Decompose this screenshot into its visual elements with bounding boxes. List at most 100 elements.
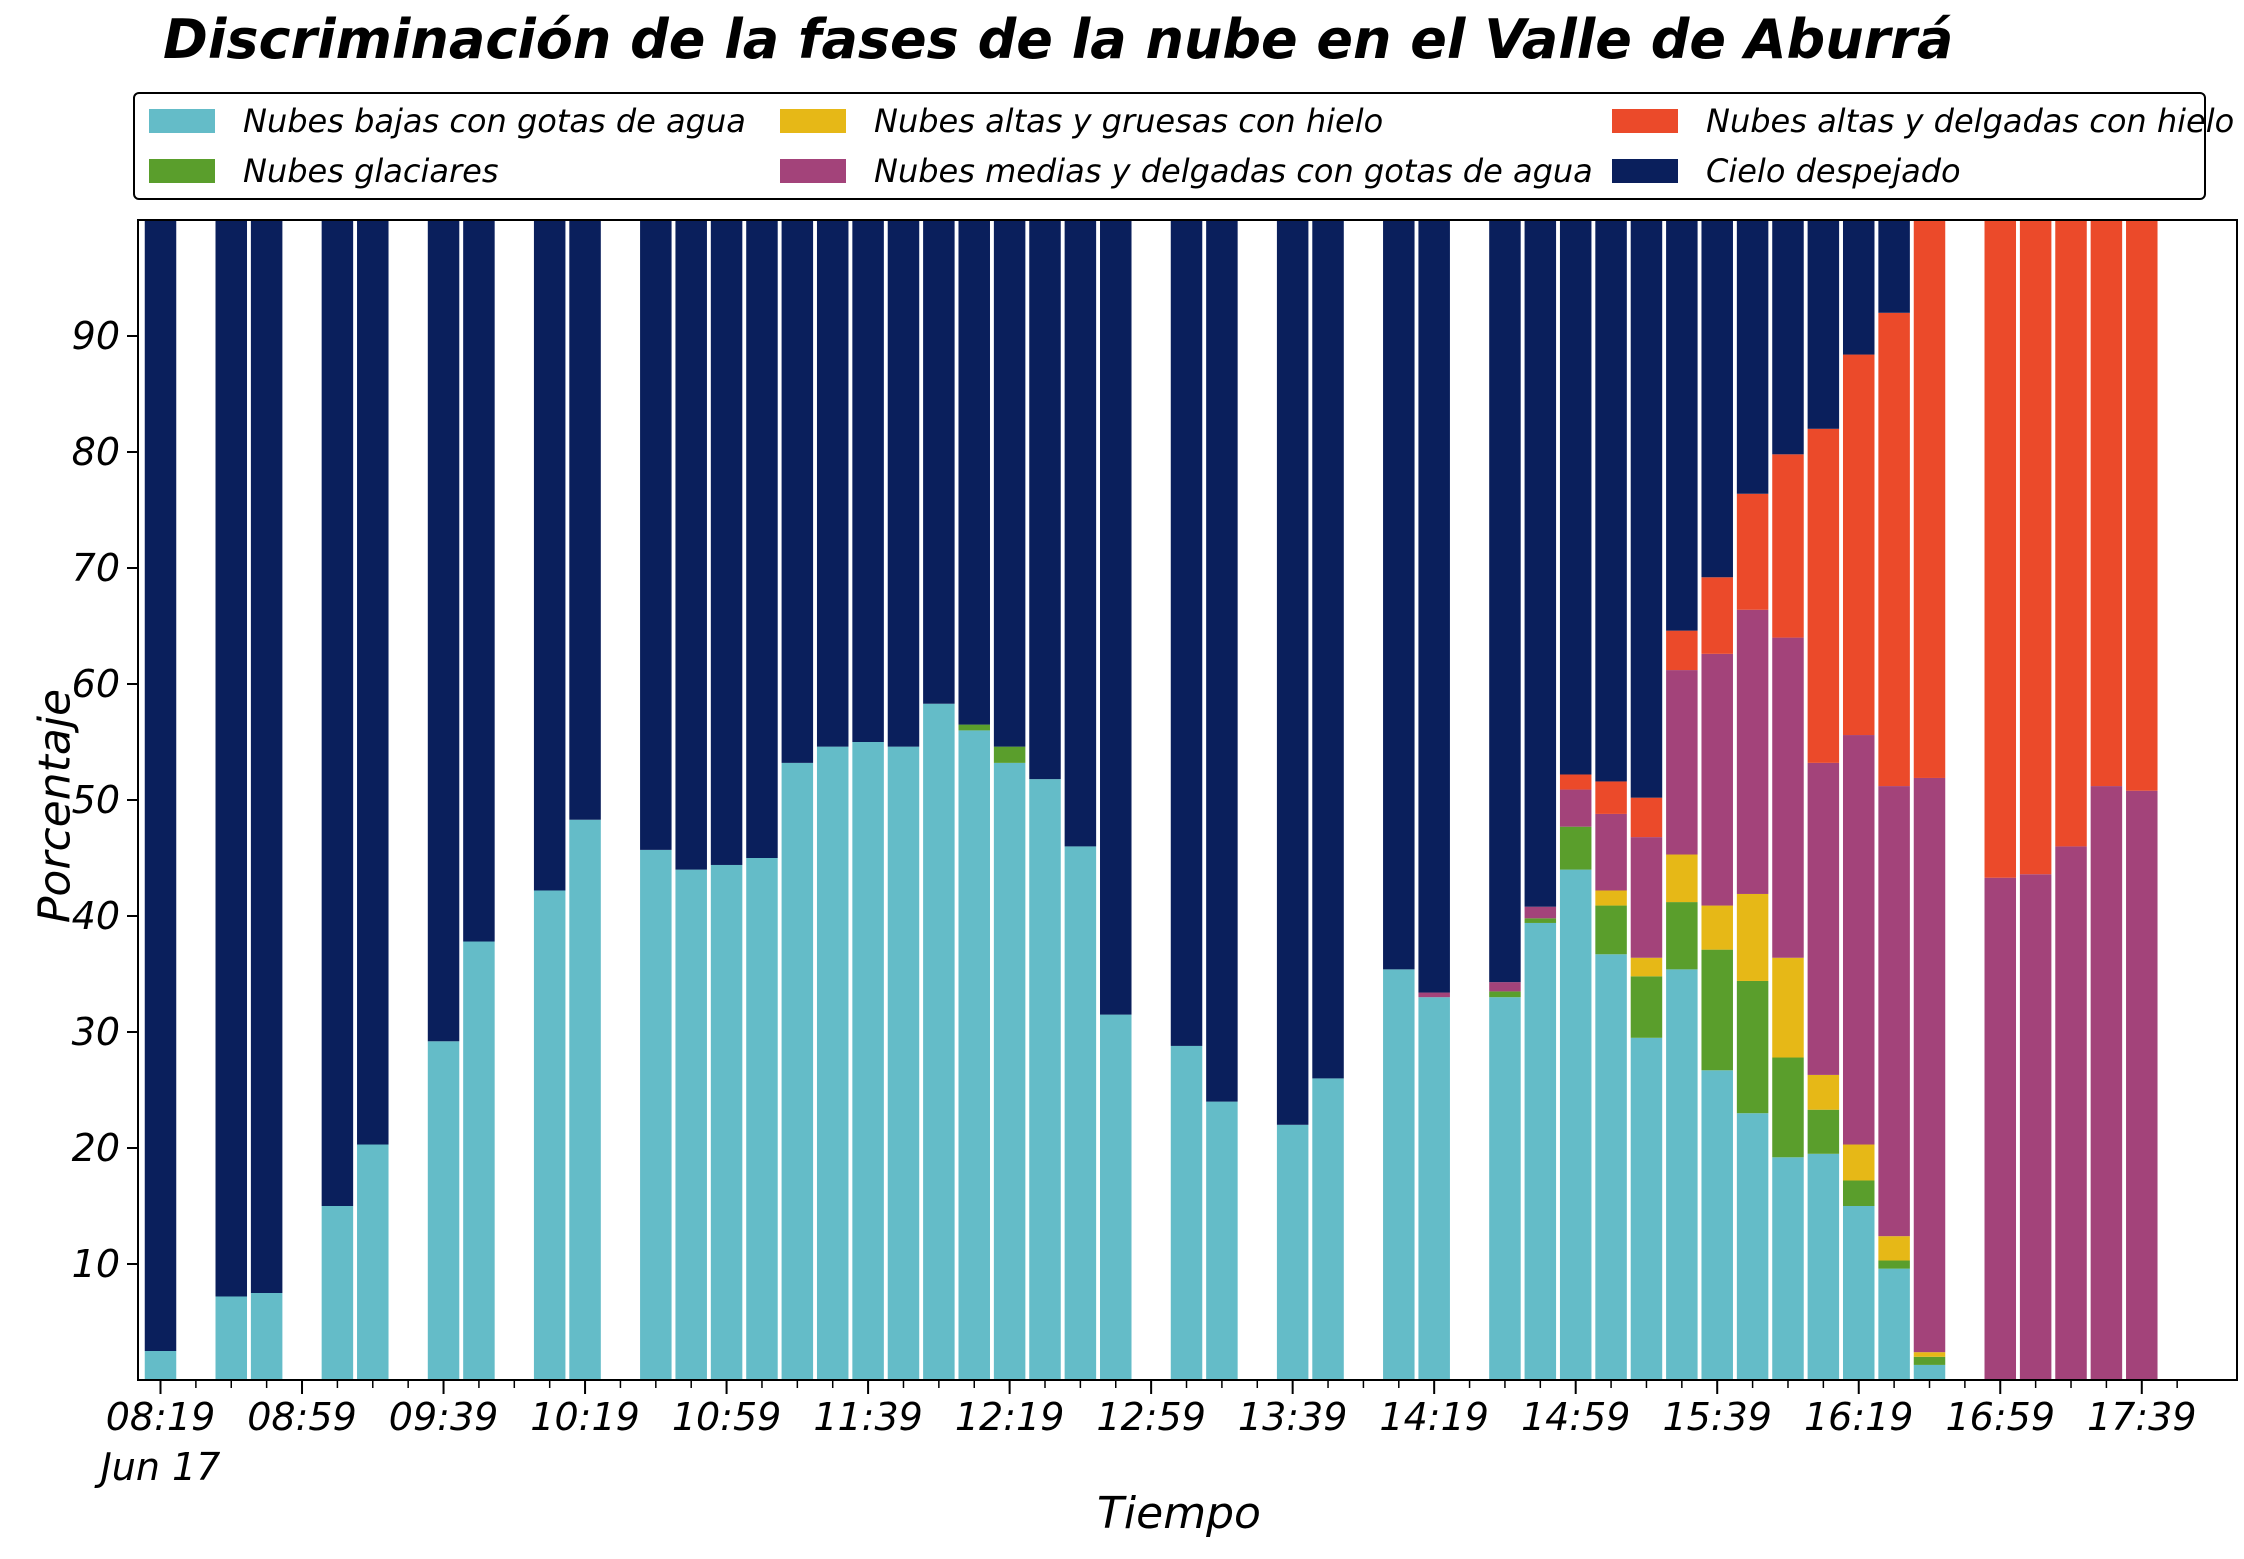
bar-segment-3-40 [1559,789,1592,827]
legend-item-mid-thin-water: Nubes medias y delgadas con gotas de agu… [780,152,1593,190]
bar-segment-0-39 [1524,922,1557,1380]
x-tick-label-4: 10:59 [672,1395,782,1439]
bar-segment-4-55 [2090,220,2123,787]
bar-segment-0-21 [887,746,920,1380]
x-tick-label-9: 14:19 [1379,1395,1489,1439]
y-tick-label-50: 50 [72,778,120,822]
bar-segment-5-17 [746,220,778,858]
bar-segment-3-43 [1666,670,1698,855]
legend-item-glacial: Nubes glaciares [149,152,498,190]
bar-segment-1-44 [1701,949,1733,1071]
bar-segment-3-39 [1524,906,1557,919]
bar-segment-5-25 [1029,220,1061,780]
bar-segment-5-26 [1064,220,1097,847]
bar-segment-3-55 [2090,786,2123,1380]
x-tick-label-6: 12:19 [955,1395,1065,1439]
bar-segment-0-18 [781,762,814,1380]
bar-segment-3-44 [1701,653,1733,906]
bar-segment-5-21 [887,220,920,747]
bar-segment-0-36 [1418,997,1450,1380]
bar-segment-5-22 [923,220,955,704]
bar-segment-0-40 [1559,869,1592,1380]
bar-segment-1-41 [1595,905,1627,955]
bar-segment-2-50 [1913,1352,1946,1357]
bar-segment-2-45 [1736,893,1769,981]
bar-segment-5-30 [1206,220,1238,1102]
bar-segment-5-24 [993,220,1026,747]
bar-segment-0-23 [958,730,990,1380]
bar-segment-0-41 [1595,954,1627,1380]
bar-segment-5-8 [427,220,460,1042]
bar-segment-0-3 [250,1293,283,1380]
bar-segment-3-36 [1418,992,1450,998]
bar-segment-2-49 [1878,1236,1910,1261]
bar-segment-5-36 [1418,220,1450,993]
bar-segment-0-33 [1312,1078,1344,1380]
axes-group: 10 20 30 40 50 60 70 80 90 08:19 08:59 09:39 10:19 10… [72,219,2238,1489]
bar-segment-5-23 [958,220,990,725]
bar-segment-0-15 [675,869,707,1380]
legend-label-low-water: Nubes bajas con gotas de agua [243,102,746,140]
bar-segment-4-50 [1913,220,1946,778]
bar-segment-0-0 [144,1351,177,1380]
bar-segment-1-49 [1878,1260,1910,1269]
bar-segment-4-52 [1984,220,2017,878]
bar-segment-0-19 [816,746,849,1380]
bar-segment-1-40 [1559,826,1592,870]
x-tick-label-7: 12:59 [1096,1395,1206,1439]
y-tick-label-80: 80 [72,430,120,474]
bar-segment-0-50 [1913,1364,1946,1380]
bar-segment-5-40 [1559,220,1592,775]
x-tick-label-14: 17:39 [2087,1395,2197,1439]
bar-segment-5-43 [1666,220,1698,631]
bar-segment-4-45 [1736,493,1769,610]
legend-label-clear-sky: Cielo despejado [1706,152,1961,190]
legend-label-glacial: Nubes glaciares [243,152,499,190]
bar-segment-0-30 [1206,1101,1238,1380]
bar-segment-2-43 [1666,854,1698,903]
bar-segment-0-16 [710,864,743,1380]
x-tick-label-12: 16:19 [1804,1395,1914,1439]
bar-segment-0-42 [1630,1037,1663,1380]
bar-segment-5-18 [781,220,814,763]
bar-segment-4-46 [1772,454,1804,638]
y-tick-label-70: 70 [72,546,120,590]
bar-segment-3-49 [1878,786,1910,1237]
bar-segment-5-42 [1630,220,1663,798]
bar-segment-3-50 [1913,777,1946,1353]
x-tick-label-3: 10:19 [530,1395,640,1439]
bar-segment-0-2 [215,1296,248,1380]
bar-segment-3-41 [1595,813,1627,891]
bar-segment-4-53 [2019,220,2052,875]
x-tick-label-0: 08:19 [106,1395,216,1439]
y-tick-label-20: 20 [72,1126,120,1170]
bar-segment-0-8 [427,1041,460,1380]
bar-segment-5-41 [1595,220,1627,782]
y-tick-label-40: 40 [72,894,120,938]
x-tick-sublabel: Jun 17 [94,1445,221,1489]
legend-swatch-glacial [149,159,215,183]
legend: Nubes bajas con gotas de agua Nubes glac… [133,92,2234,200]
x-axis-label: Tiempo [1097,1488,1261,1539]
bar-segment-4-44 [1701,577,1733,654]
bar-segment-0-45 [1736,1113,1769,1380]
bar-segment-3-54 [2055,846,2087,1380]
bar-segment-5-39 [1524,220,1557,907]
legend-item-high-thin-ice: Nubes altas y delgadas con hielo [1612,102,2234,140]
bar-segment-4-40 [1559,774,1592,790]
bar-segment-0-14 [640,849,672,1380]
bar-segment-5-27 [1100,220,1132,1015]
bar-segment-2-41 [1595,890,1627,906]
y-tick-label-60: 60 [72,662,120,706]
bar-segment-5-35 [1383,220,1415,970]
bar-segment-5-32 [1276,220,1309,1125]
bar-segment-3-42 [1630,837,1663,958]
bar-segment-5-16 [710,220,743,865]
y-tick-label-90: 90 [72,314,120,358]
legend-swatch-mid-thin-water [780,159,846,183]
y-tick-label-10: 10 [72,1242,120,1286]
bar-segment-0-22 [923,703,955,1380]
bar-segment-5-19 [816,220,849,747]
bar-segment-0-6 [357,1144,389,1380]
